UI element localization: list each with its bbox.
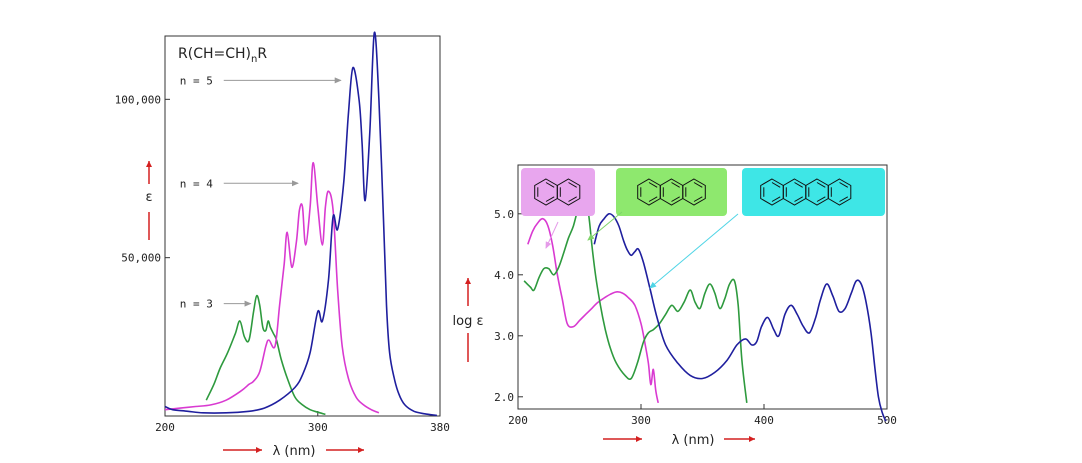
double-bond [839, 182, 849, 188]
y-tick-label: 5.0 [494, 208, 514, 221]
naphthalene-box [521, 168, 595, 216]
double-bond [693, 182, 703, 188]
double-bond [816, 196, 826, 202]
double-bond [648, 182, 658, 188]
annotation-label: n = 3 [180, 298, 213, 311]
x-tick-label: 380 [430, 421, 450, 434]
polyene-chart: R(CH=CH)nR 50,000 100,000 200 300 380 n = 5… [115, 31, 450, 459]
left-x-axis-title: λ (nm) [273, 444, 316, 459]
double-bond [545, 182, 555, 188]
chart-title-formula: R(CH=CH)nR [178, 46, 267, 65]
formula-main: R(CH=CH) [178, 46, 251, 62]
right-y-axis-title: log ε [453, 314, 484, 329]
series-line-n-3 [205, 294, 326, 416]
anthracene-structure [616, 168, 727, 216]
annotation-label: n = 5 [180, 74, 213, 87]
series-line-anthracene [523, 194, 748, 403]
left-x-ticks: 200 300 380 [155, 411, 450, 434]
series-line-naphthalene [527, 217, 659, 404]
x-tick-label: 400 [754, 414, 774, 427]
double-bond [648, 196, 658, 202]
series-line-n-4 [164, 161, 380, 414]
x-tick-label: 300 [308, 421, 328, 434]
double-bond [545, 196, 555, 202]
y-tick-label: 50,000 [121, 252, 161, 265]
double-bond [839, 196, 849, 202]
y-tick-label: 100,000 [115, 93, 161, 106]
left-y-axis-title: ε [145, 190, 152, 205]
naphthalene-structure [521, 168, 595, 216]
plot-frame-right [517, 164, 888, 410]
y-tick-label: 4.0 [494, 269, 514, 282]
tetracene-rings-icon [760, 178, 852, 206]
double-bond [568, 196, 577, 202]
anthracene-box [616, 168, 727, 216]
benzene-ring [827, 178, 852, 206]
double-bond [693, 196, 703, 202]
double-bond [568, 182, 577, 188]
series-line-n-5 [164, 31, 438, 417]
y-tick-label: 2.0 [494, 391, 514, 404]
anthracene-pointer-arrow [587, 211, 623, 241]
tetracene-pointer-arrow [649, 213, 739, 289]
anthracene-rings-icon [637, 178, 706, 206]
left-series-group [164, 31, 438, 417]
x-tick-label: 500 [877, 414, 897, 427]
double-bond [816, 182, 826, 188]
double-bond [794, 196, 803, 202]
annotation-label: n = 4 [180, 177, 213, 190]
x-tick-label: 200 [508, 414, 528, 427]
double-bond [671, 196, 680, 202]
left-y-ticks: 50,000 100,000 [115, 93, 170, 265]
double-bond [771, 196, 781, 202]
right-x-axis-title: λ (nm) [672, 433, 715, 448]
y-tick-label: 3.0 [494, 330, 514, 343]
right-series-group [523, 194, 887, 422]
naphthalene-rings-icon [534, 178, 581, 206]
series-line-tetracene [593, 212, 887, 422]
formula-subscript: n [251, 54, 257, 65]
double-bond [771, 182, 781, 188]
right-y-ticks: 2.0 3.0 4.0 5.0 [494, 208, 523, 404]
formula-end: R [257, 46, 267, 62]
double-bond [794, 182, 803, 188]
naphthalene-pointer-arrow [545, 221, 559, 249]
double-bond [671, 182, 680, 188]
x-tick-label: 300 [631, 414, 651, 427]
plot-frame-left [164, 35, 441, 417]
right-x-ticks: 200 300 400 500 [508, 404, 897, 427]
benzene-ring [556, 178, 581, 206]
tetracene-box [742, 168, 885, 216]
acene-chart: 2.0 3.0 4.0 5.0 200 300 400 500 log ε λ (nm) [453, 164, 897, 448]
x-tick-label: 200 [155, 421, 175, 434]
left-annotations: n = 5 n = 4 n = 3 [180, 74, 342, 311]
tetracene-structure [742, 168, 885, 216]
benzene-ring [682, 178, 706, 206]
